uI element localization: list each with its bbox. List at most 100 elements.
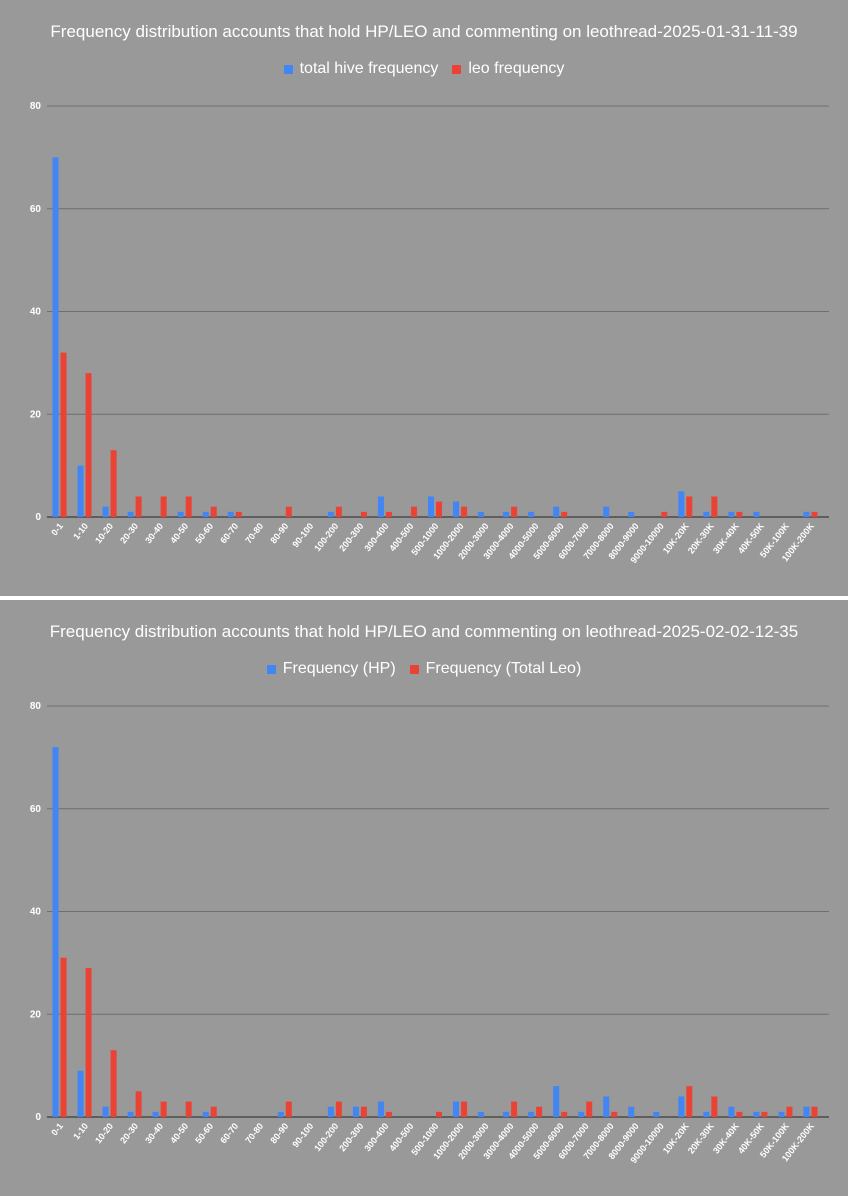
bar-series-1: [227, 511, 234, 517]
bar-series-1: [453, 501, 460, 517]
bar-series-1: [102, 506, 109, 517]
x-tick-label: 50-60: [193, 1121, 215, 1145]
chart-legend: Frequency (HP) Frequency (Total Leo): [0, 660, 848, 678]
bar-series-2: [185, 496, 192, 517]
x-tick-label: 20-30: [118, 1121, 140, 1145]
bar-series-1: [803, 511, 810, 517]
bar-series-1: [653, 1111, 660, 1117]
x-tick-label: 30-40: [143, 1121, 165, 1145]
chart-title: Frequency distribution accounts that hol…: [50, 22, 798, 41]
x-tick-label: 80-90: [268, 521, 290, 545]
bar-series-2: [711, 496, 718, 517]
bar-series-2: [110, 450, 117, 517]
bar-series-1: [127, 1111, 134, 1117]
bar-series-1: [177, 511, 184, 517]
bar-series-1: [377, 1101, 384, 1117]
x-tick-label: 100-200: [312, 521, 340, 553]
bar-series-2: [561, 511, 568, 517]
legend-swatch-series-1: [266, 664, 276, 674]
legend-item-series-1: Frequency (HP): [266, 660, 396, 678]
bar-series-1: [428, 496, 434, 517]
bar-series-2: [736, 1111, 743, 1117]
bar-series-2: [686, 496, 693, 517]
chart-panel-1: Frequency distribution accounts that hol…: [0, 0, 848, 596]
bar-series-1: [753, 1111, 760, 1117]
bar-series-2: [335, 506, 342, 517]
bar-series-2: [436, 501, 442, 517]
y-tick-label: 40: [30, 907, 42, 918]
x-tick-label: 40-50: [168, 1121, 190, 1145]
bar-series-2: [661, 511, 668, 517]
bar-series-2: [285, 1101, 292, 1117]
bar-series-2: [385, 1111, 392, 1117]
bar-series-1: [327, 1106, 334, 1117]
y-tick-label: 60: [30, 804, 42, 815]
bar-series-2: [85, 373, 92, 517]
bar-series-2: [185, 1101, 192, 1117]
bar-series-2: [210, 1106, 217, 1117]
bar-series-2: [811, 511, 818, 517]
bar-series-2: [285, 506, 292, 517]
bar-series-1: [778, 1111, 785, 1117]
x-tick-label: 30-40: [143, 521, 165, 545]
bar-series-1: [77, 1070, 84, 1117]
bar-series-1: [453, 1101, 460, 1117]
x-tick-label: 100-200: [312, 1121, 340, 1153]
bar-series-2: [360, 511, 367, 517]
bar-series-1: [628, 1106, 635, 1117]
x-tick-label: 300-400: [362, 1121, 390, 1153]
bar-series-2: [385, 511, 392, 517]
x-tick-label: 80-90: [268, 1121, 290, 1145]
bar-series-2: [586, 1101, 593, 1117]
bar-series-1: [77, 465, 84, 517]
bar-series-2: [461, 506, 468, 517]
bar-series-2: [511, 506, 518, 517]
bar-series-1: [728, 511, 735, 517]
panel-divider: [0, 596, 848, 600]
bar-series-2: [611, 1111, 618, 1117]
bar-series-1: [102, 1106, 109, 1117]
bar-series-1: [478, 511, 485, 517]
x-tick-label: 10-20: [93, 1121, 115, 1145]
bar-series-2: [85, 968, 92, 1117]
bar-series-1: [277, 1111, 284, 1117]
bar-series-1: [628, 511, 635, 517]
x-tick-label: 1-10: [71, 1121, 90, 1141]
legend-swatch-series-2: [452, 64, 462, 74]
bar-series-2: [60, 957, 67, 1117]
bar-series-2: [561, 1111, 568, 1117]
bar-series-1: [352, 1106, 359, 1117]
legend-item-series-2: leo frequency: [452, 60, 564, 78]
bar-series-1: [678, 1096, 685, 1117]
y-tick-label: 0: [35, 512, 41, 523]
x-tick-label: 300-400: [362, 521, 390, 553]
x-tick-label: 90-100: [290, 1121, 315, 1149]
bar-series-2: [335, 1101, 342, 1117]
chart-legend: total hive frequency leo frequency: [0, 60, 848, 78]
y-tick-label: 20: [30, 1009, 42, 1020]
legend-item-series-2: Frequency (Total Leo): [409, 660, 581, 678]
bar-chart-plot: 0 20 40 60 80 0-1 1-10 10-20 20-30 30-40 40-50 50-6…: [30, 101, 829, 565]
y-tick-label: 80: [30, 701, 42, 712]
x-tick-label: 1-10: [71, 521, 90, 541]
bar-series-2: [235, 511, 242, 517]
bar-series-1: [327, 511, 334, 517]
bar-series-2: [110, 1050, 117, 1117]
x-tick-label: 20-30: [118, 521, 140, 545]
bar-series-2: [536, 1106, 543, 1117]
bar-series-2: [135, 1091, 142, 1117]
chart-title: Frequency distribution accounts that hol…: [49, 622, 799, 641]
legend-label-series-2: leo frequency: [468, 60, 565, 77]
y-tick-label: 20: [30, 409, 42, 420]
y-tick-label: 80: [30, 101, 42, 112]
bar-series-1: [603, 506, 610, 517]
bar-series-1: [503, 1111, 510, 1117]
x-tick-label: 0-1: [49, 1121, 65, 1137]
bar-series-1: [678, 491, 685, 517]
y-tick-label: 60: [30, 204, 42, 215]
bar-series-1: [553, 506, 560, 517]
x-tick-label: 200-300: [337, 1121, 365, 1153]
bar-series-2: [511, 1101, 518, 1117]
y-tick-label: 40: [30, 307, 42, 318]
bar-series-1: [52, 747, 59, 1117]
